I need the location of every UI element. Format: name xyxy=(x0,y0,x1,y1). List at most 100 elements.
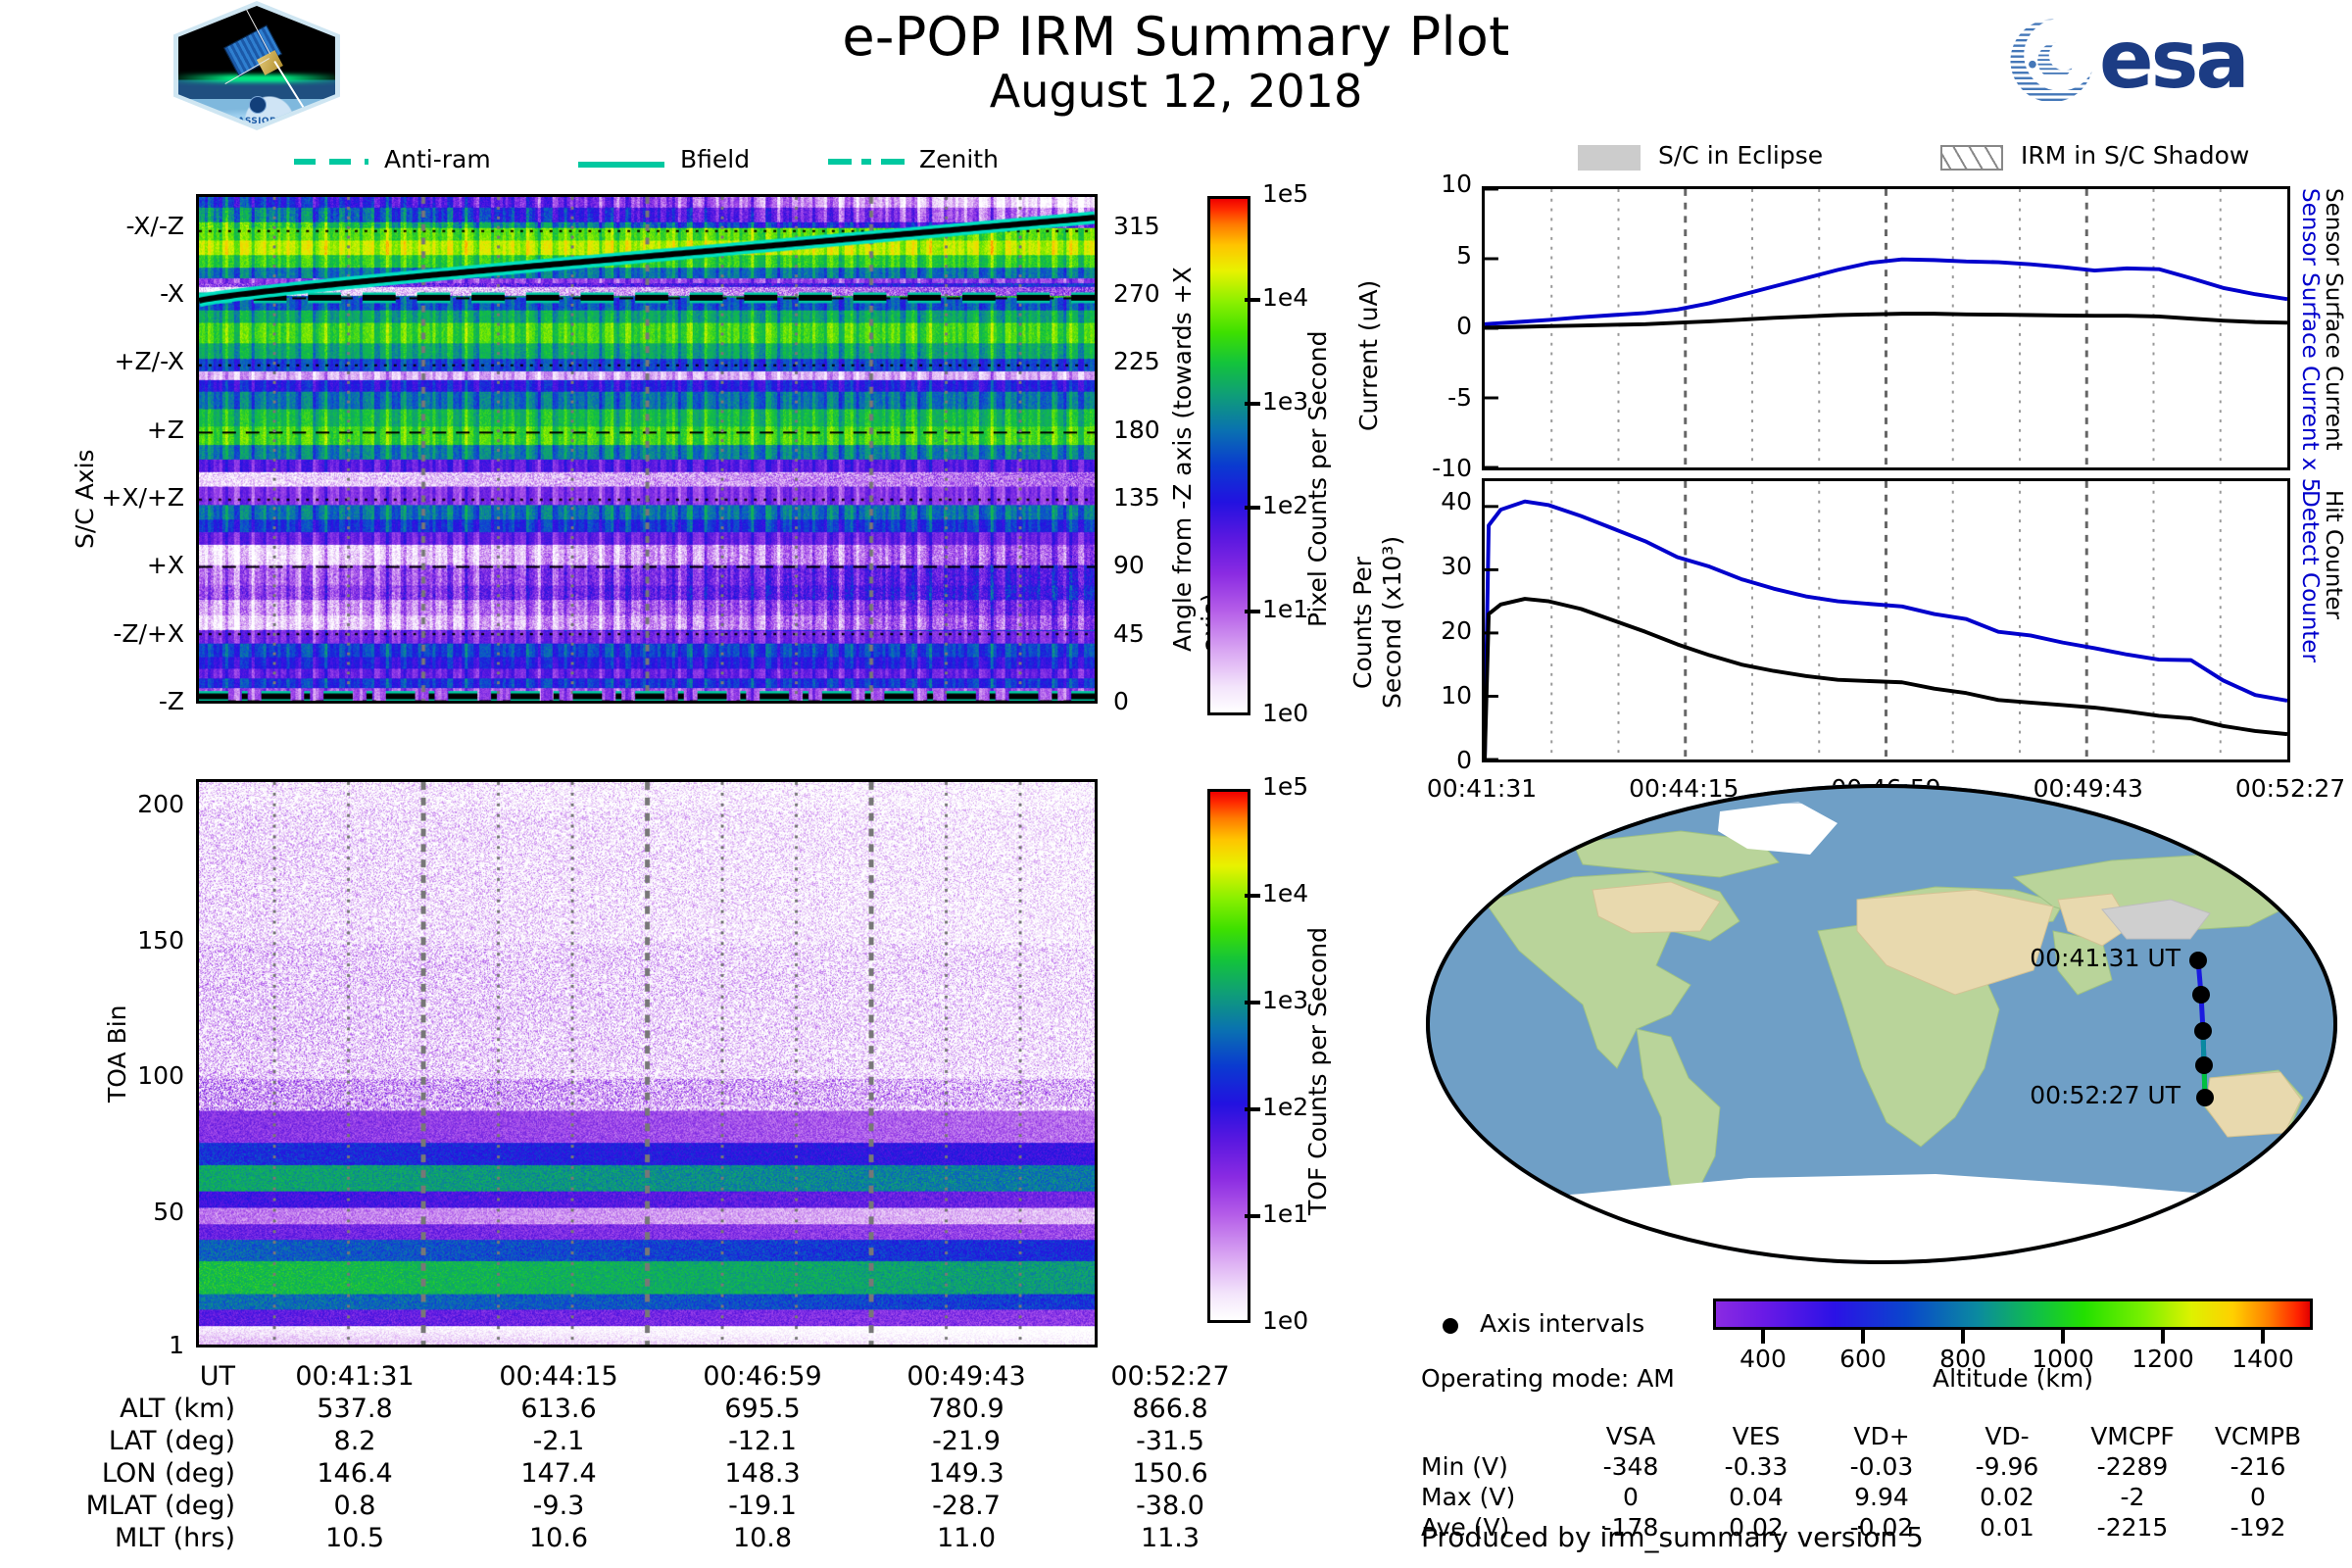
ephemeris-row-label-2: LAT (deg) xyxy=(108,1426,235,1456)
world-map-svg xyxy=(1426,784,2337,1264)
tof-counts-colorbar-tick-3: 1e3 xyxy=(1262,986,1309,1014)
voltage-header-row: VSA VES VD+ VD- VMCPF VCMPB xyxy=(1421,1421,2321,1451)
pixel-counts-colorbar-tick-0: 1e0 xyxy=(1262,699,1309,727)
esa-logo-text: esa xyxy=(2099,14,2250,107)
toa-bin-spectrogram-canvas xyxy=(199,782,1095,1345)
voltage-cell-1-2: 9.94 xyxy=(1854,1483,1909,1511)
voltage-cell-0-2: -0.03 xyxy=(1849,1452,1914,1481)
ephemeris-cell-1-4: 866.8 xyxy=(1132,1394,1208,1424)
voltage-cell-0-5: -216 xyxy=(2230,1452,2286,1481)
current-plot-ytick-3: 5 xyxy=(1456,240,1472,270)
sc-axis-ytick-right-3: 180 xyxy=(1113,415,1160,444)
counts-plot-series-0 xyxy=(1485,499,2287,760)
pixel-counts-colorbar-tick-5: 1e5 xyxy=(1262,179,1309,208)
sensor-surface-current-x5-label: Sensor Surface Current x 5 xyxy=(2297,188,2323,493)
voltage-row: Min (V) -348 -0.33 -0.03 -9.96 -2289 -216 xyxy=(1421,1451,2321,1482)
sc-axis-ytick-right-2: 225 xyxy=(1113,347,1160,376)
ephemeris-cell-2-1: -2.1 xyxy=(532,1426,585,1456)
voltage-row-label-0: Min (V) xyxy=(1421,1452,1508,1481)
ephemeris-cell-1-1: 613.6 xyxy=(520,1394,597,1424)
sc-axis-ytick-left-5: +X xyxy=(146,551,184,580)
voltage-corner-cell xyxy=(1421,1421,1568,1451)
ephemeris-cell-2-0: 8.2 xyxy=(333,1426,376,1456)
cassiope-logo-text: CASSIOPE xyxy=(230,117,283,125)
voltage-column-header-4: VMCPF xyxy=(2090,1422,2175,1450)
tof-counts-colorbar-tick-5: 1e5 xyxy=(1262,772,1309,801)
voltage-cell-0-0: -348 xyxy=(1602,1452,1659,1481)
altitude-tickmark-1 xyxy=(1861,1330,1865,1344)
current-plot-series-0 xyxy=(1485,257,2287,326)
tof-counts-colorbar-tick-1: 1e1 xyxy=(1262,1200,1309,1228)
sc-axis-spectrogram[interactable] xyxy=(196,194,1098,704)
sc-axis-ytick-left-4: +X/+Z xyxy=(101,483,184,512)
voltage-cell-0-1: -0.33 xyxy=(1724,1452,1788,1481)
counts-plot[interactable] xyxy=(1482,478,2290,762)
pixel-counts-colorbar-tick-2: 1e2 xyxy=(1262,491,1309,519)
sc-axis-ytick-right-0: 315 xyxy=(1113,211,1160,240)
altitude-tickmark-3 xyxy=(2061,1330,2065,1344)
pixel-counts-colorbar xyxy=(1207,196,1250,715)
axis-intervals-marker xyxy=(1443,1318,1458,1334)
ephemeris-row-label-1: ALT (km) xyxy=(120,1394,235,1424)
voltage-cell-2-0: -178 xyxy=(1602,1513,1659,1542)
voltage-cell-1-1: 0.04 xyxy=(1729,1483,1784,1511)
sc-axis-ytick-left-1: -X xyxy=(160,279,184,308)
pixel-counts-colorbar-tick-1: 1e1 xyxy=(1262,595,1309,623)
ephemeris-cell-2-4: -31.5 xyxy=(1136,1426,1204,1456)
tof-counts-colorbar-tickmark-3 xyxy=(1245,1001,1260,1004)
toa-bin-spectrogram[interactable] xyxy=(196,779,1098,1348)
voltage-cell-2-2: -0.02 xyxy=(1849,1513,1914,1542)
counts-plot-svg xyxy=(1485,481,2287,760)
ephemeris-cell-3-1: 147.4 xyxy=(520,1458,597,1489)
altitude-tick-0: 400 xyxy=(1740,1345,1787,1373)
ephemeris-cell-1-3: 780.9 xyxy=(928,1394,1004,1424)
sc-axis-ylabel: S/C Axis xyxy=(71,449,99,549)
ephemeris-row: ALT (km) 537.8 613.6 695.5 780.9 866.8 xyxy=(39,1393,1272,1425)
tof-counts-colorbar-tickmark-4 xyxy=(1245,894,1260,898)
sc-axis-ytick-right-6: 45 xyxy=(1113,618,1145,648)
sc-axis-ytick-left-2: +Z/-X xyxy=(114,347,184,376)
ephemeris-cell-0-1: 00:44:15 xyxy=(499,1361,618,1392)
tof-counts-colorbar-tickmark-2 xyxy=(1245,1107,1260,1111)
tof-counts-colorbar-tickmark-1 xyxy=(1245,1214,1260,1218)
toa-bin-ytick-2: 100 xyxy=(137,1061,184,1091)
ground-track-map[interactable]: 00:41:31 UT 00:52:27 UT xyxy=(1426,784,2337,1264)
sc-in-eclipse-label: S/C in Eclipse xyxy=(1658,141,1824,170)
pixel-counts-colorbar-tickmark-1 xyxy=(1245,610,1260,613)
ephemeris-cell-5-2: 10.8 xyxy=(732,1523,793,1553)
counts-plot-ytick-3: 30 xyxy=(1441,552,1472,581)
current-plot[interactable] xyxy=(1482,186,2290,470)
operating-mode-label: Operating mode: AM xyxy=(1421,1364,1675,1393)
ephemeris-cell-4-4: -38.0 xyxy=(1136,1491,1204,1521)
ephemeris-row: UT 00:41:31 00:44:15 00:46:59 00:49:43 00:52:… xyxy=(39,1360,1272,1393)
altitude-tick-3: 1000 xyxy=(2032,1345,2094,1373)
sc-axis-ytick-left-6: -Z/+X xyxy=(113,618,184,648)
counts-plot-series-1 xyxy=(1485,597,2287,760)
altitude-tickmark-2 xyxy=(1961,1330,1965,1344)
page-subtitle: August 12, 2018 xyxy=(989,65,1363,118)
altitude-tick-1: 600 xyxy=(1839,1345,1886,1373)
voltage-row: Ave (V) -178 0.02 -0.02 0.01 -2215 -192 xyxy=(1421,1512,2321,1543)
ephemeris-cell-1-2: 695.5 xyxy=(724,1394,801,1424)
tof-counts-colorbar-label: TOF Counts per Second xyxy=(1303,927,1332,1215)
altitude-tickmark-0 xyxy=(1761,1330,1765,1344)
counts-xtick-4: 00:52:27 xyxy=(2234,774,2346,803)
voltage-cell-1-4: -2 xyxy=(2120,1483,2145,1511)
zenith-legend-label: Zenith xyxy=(919,145,999,173)
voltage-cell-1-5: 0 xyxy=(2250,1483,2266,1511)
ephemeris-cell-5-3: 11.0 xyxy=(936,1523,997,1553)
toa-bin-ytick-3: 150 xyxy=(137,925,184,955)
esa-logo: esa xyxy=(2009,8,2313,114)
counts-plot-ytick-0: 0 xyxy=(1456,746,1472,774)
counts-xtick-3: 00:49:43 xyxy=(2033,774,2143,803)
altitude-tickmark-4 xyxy=(2161,1330,2165,1344)
pixel-counts-colorbar-tickmark-4 xyxy=(1245,298,1260,302)
pixel-counts-colorbar-tickmark-3 xyxy=(1245,402,1260,406)
ephemeris-row: LON (deg) 146.4 147.4 148.3 149.3 150.6 xyxy=(39,1457,1272,1490)
voltage-cell-1-0: 0 xyxy=(1623,1483,1639,1511)
counts-plot-ytick-4: 40 xyxy=(1441,487,1472,516)
track-start-time-label: 00:41:31 UT xyxy=(2030,944,2180,972)
anti-ram-legend-label: Anti-ram xyxy=(384,145,491,173)
tof-counts-colorbar-tick-0: 1e0 xyxy=(1262,1306,1309,1335)
esa-swoosh-icon xyxy=(2010,19,2092,102)
